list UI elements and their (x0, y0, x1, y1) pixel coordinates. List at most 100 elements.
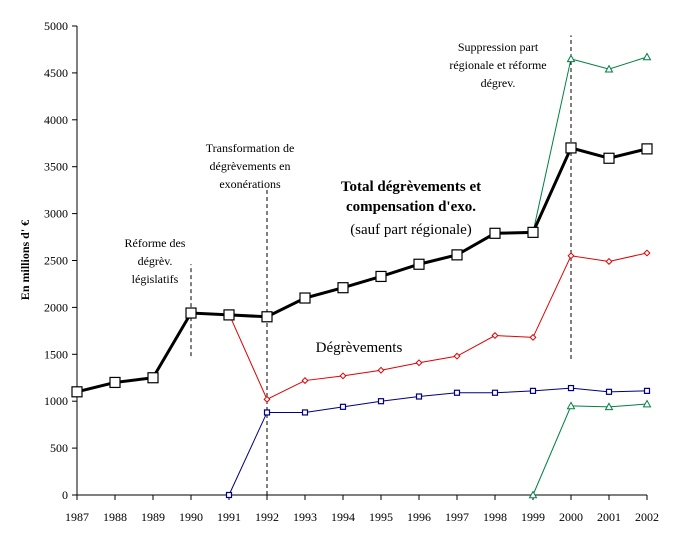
y-tick-label: 1000 (44, 394, 68, 408)
annotation-text: Réforme des (125, 236, 186, 250)
data-point (527, 226, 539, 238)
annotation-text: législatifs (132, 272, 179, 286)
x-tick-label: 1991 (217, 510, 241, 524)
data-point (301, 377, 309, 385)
y-tick-label: 4000 (44, 113, 68, 127)
data-point (489, 227, 501, 239)
data-point (643, 249, 651, 257)
data-point (451, 249, 463, 261)
series-part-regionale (528, 399, 652, 499)
data-point (261, 311, 273, 323)
y-tick-label: 1500 (44, 347, 68, 361)
series-line (532, 403, 648, 496)
y-axis-label: En millions d' € (18, 220, 32, 300)
data-point (605, 388, 613, 395)
x-tick-label: 1999 (521, 510, 545, 524)
data-point (263, 409, 271, 416)
data-point (565, 142, 577, 154)
total-title-line-1: Total dégrèvements et (341, 179, 481, 195)
annotation-text: dégrèvements en (210, 159, 291, 173)
y-tick-label: 5000 (44, 19, 68, 33)
total-title-line-2: compensation d'exo. (346, 199, 476, 215)
data-point (603, 152, 615, 164)
y-tick-label: 4500 (44, 66, 68, 80)
x-tick-label: 1993 (293, 510, 317, 524)
annotation-text: régionale et réforme (449, 58, 546, 72)
data-point (109, 376, 121, 389)
data-point (642, 399, 652, 408)
data-point (491, 389, 499, 396)
series-line (532, 56, 648, 233)
y-tick-label: 3500 (44, 160, 68, 174)
data-point (263, 395, 271, 403)
y-axis: 0 500 1000 1500 2000 2500 3000 3500 4000 4500 5000 (44, 19, 78, 502)
data-point (604, 64, 614, 73)
series-total-incl-regional (528, 52, 652, 236)
data-point (337, 282, 349, 294)
annotation-text: dégrev. (481, 76, 516, 90)
x-tick-label: 1996 (407, 510, 431, 524)
x-tick-label: 1998 (483, 510, 507, 524)
series-line (228, 252, 648, 401)
data-point (528, 490, 538, 499)
data-point (453, 389, 461, 396)
series-layer (71, 52, 653, 499)
x-tick-label: 2000 (559, 510, 583, 524)
data-point (339, 403, 347, 410)
annotation-text: exonérations (219, 177, 281, 191)
data-point (604, 402, 614, 411)
annotation-text: Transformation de (206, 141, 295, 155)
x-tick-label: 2002 (635, 510, 659, 524)
total-series-label: Total dégrèvements et compensation d'exo… (341, 179, 481, 238)
data-point (491, 332, 499, 340)
annotation-text: dégrèv. (138, 254, 173, 268)
data-point (147, 372, 159, 384)
y-tick-label: 2500 (44, 254, 68, 268)
x-tick-label: 1987 (65, 510, 89, 524)
x-axis: 1987 1988 1989 1990 1991 1992 1993 1994 1995 1996… (65, 494, 659, 524)
series-exonerations (225, 384, 651, 499)
series-line (76, 146, 648, 394)
data-point (453, 352, 461, 360)
degrevements-series-label: Dégrèvements (316, 340, 403, 356)
data-point (413, 258, 425, 270)
data-point (71, 386, 83, 398)
y-tick-label: 2000 (44, 300, 68, 314)
data-point (566, 54, 576, 63)
data-point (377, 366, 385, 374)
y-tick-label: 500 (50, 441, 68, 455)
data-point (223, 309, 235, 321)
data-point (299, 292, 311, 304)
annotations: Réforme des dégrèv. législatifs Transformat… (125, 35, 572, 495)
x-tick-label: 1989 (141, 510, 165, 524)
data-point (529, 333, 537, 341)
series-line (228, 387, 648, 496)
y-tick-label: 0 (62, 488, 68, 502)
data-point (605, 257, 613, 265)
data-point (529, 387, 537, 394)
y-tick-label: 3000 (44, 207, 68, 221)
x-tick-label: 1992 (255, 510, 279, 524)
x-tick-label: 1988 (103, 510, 127, 524)
total-title-line-3: (sauf part régionale) (350, 222, 472, 238)
x-tick-label: 1990 (179, 510, 203, 524)
x-tick-label: 1994 (331, 510, 355, 524)
data-point (641, 143, 653, 155)
x-tick-label: 2001 (597, 510, 621, 524)
data-point (566, 401, 576, 410)
data-point (225, 491, 233, 499)
data-point (643, 387, 651, 394)
annotation-text: Suppression part (458, 40, 539, 54)
data-point (375, 270, 387, 283)
data-point (185, 307, 197, 319)
data-point (567, 384, 575, 392)
series-total (71, 142, 653, 398)
data-point (567, 252, 575, 260)
series-degrevements (225, 249, 651, 403)
data-point (415, 359, 423, 367)
data-point (642, 52, 652, 61)
data-point (339, 372, 347, 380)
x-tick-label: 1997 (445, 510, 469, 524)
data-point (377, 398, 385, 405)
